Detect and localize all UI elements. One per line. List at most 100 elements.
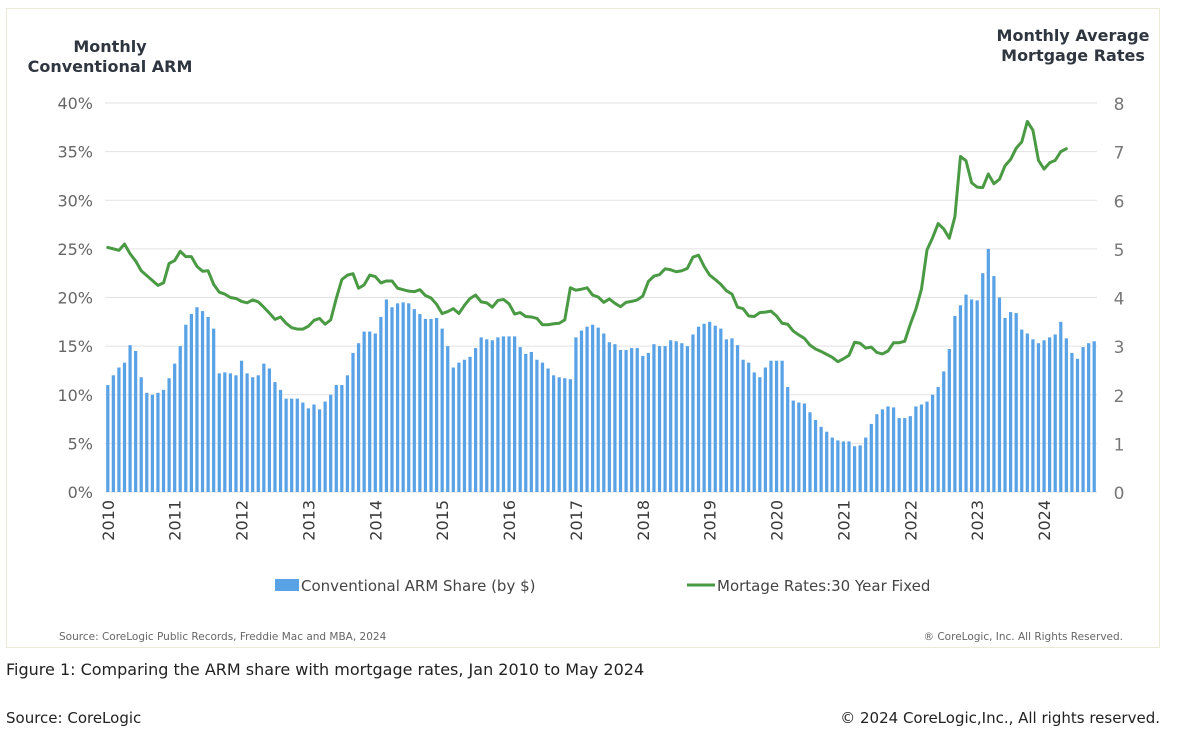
bar xyxy=(563,378,567,492)
bar xyxy=(306,408,311,492)
bar xyxy=(262,363,266,492)
x-axis-tick: 2012 xyxy=(233,500,252,541)
bar xyxy=(529,351,533,492)
right-axis-tick-label: 0 xyxy=(1114,484,1125,504)
chart-copyright-note: ® CoreLogic, Inc. All Rights Reserved. xyxy=(924,631,1123,643)
bar xyxy=(178,346,182,492)
left-axis-tick-label: 35% xyxy=(57,143,93,162)
bar xyxy=(591,324,595,492)
bar xyxy=(891,407,896,492)
bar xyxy=(106,385,110,492)
bar xyxy=(139,377,143,492)
bar xyxy=(440,328,444,492)
bar xyxy=(975,300,979,492)
bar xyxy=(953,315,957,492)
bar xyxy=(585,326,589,492)
bar xyxy=(340,385,344,492)
bar xyxy=(462,359,467,492)
bar xyxy=(903,418,907,492)
bar xyxy=(997,297,1002,492)
bar xyxy=(507,336,511,492)
bar xyxy=(730,338,734,492)
bar xyxy=(847,441,851,492)
bar xyxy=(128,345,132,492)
bar xyxy=(602,333,606,492)
left-axis-title-line2: Conventional ARM xyxy=(28,57,193,76)
footer-copyright: © 2024 CoreLogic,Inc., All rights reserv… xyxy=(840,709,1160,727)
x-axis-tick-label: 2018 xyxy=(634,500,653,541)
bar xyxy=(702,323,706,492)
x-axis-tick-label: 2017 xyxy=(567,500,586,541)
bar xyxy=(925,401,929,492)
bar xyxy=(395,303,400,492)
bar xyxy=(418,314,422,492)
bar xyxy=(356,343,361,492)
x-axis-tick: 2019 xyxy=(701,500,720,541)
bar xyxy=(256,375,260,492)
bar xyxy=(1048,337,1052,492)
bar xyxy=(490,340,494,492)
bar xyxy=(930,394,935,492)
bar xyxy=(473,348,478,492)
x-axis-tick: 2023 xyxy=(968,500,987,541)
x-axis-tick-label: 2010 xyxy=(99,500,118,541)
bar xyxy=(161,389,166,492)
right-axis-tick-label: 8 xyxy=(1114,95,1125,115)
bar xyxy=(852,446,857,492)
bar xyxy=(908,416,912,492)
bar xyxy=(1036,343,1041,492)
left-axis-tick-label: 15% xyxy=(57,337,93,356)
bar xyxy=(657,346,662,492)
bar xyxy=(407,303,411,492)
x-axis-tick-label: 2019 xyxy=(701,500,720,541)
x-axis-tick: 2018 xyxy=(634,500,653,541)
bar xyxy=(362,331,366,492)
bar xyxy=(741,359,745,492)
bar xyxy=(875,414,879,492)
bar xyxy=(451,367,455,492)
bar xyxy=(251,377,255,492)
bar xyxy=(150,394,154,492)
bar xyxy=(1014,313,1018,492)
bar xyxy=(1020,329,1024,492)
left-axis-tick-label: 20% xyxy=(57,289,93,308)
bar xyxy=(1064,338,1068,492)
x-axis-tick: 2015 xyxy=(433,500,452,541)
bar xyxy=(317,409,322,492)
bar xyxy=(351,352,355,492)
bar xyxy=(791,400,795,492)
bar xyxy=(836,440,840,492)
bar xyxy=(1075,358,1080,492)
bar xyxy=(1042,340,1046,492)
bar xyxy=(345,375,350,492)
bar xyxy=(156,392,160,492)
bar xyxy=(173,363,177,492)
chart-source-note: Source: CoreLogic Public Records, Freddi… xyxy=(59,631,387,643)
x-axis-tick: 2022 xyxy=(901,500,920,541)
left-axis-tick-label: 0% xyxy=(68,483,93,502)
bar xyxy=(184,324,188,492)
bar xyxy=(1059,321,1063,492)
bar xyxy=(518,347,522,492)
bar xyxy=(618,350,623,492)
x-axis-tick-label: 2015 xyxy=(433,500,452,541)
bar xyxy=(942,371,946,492)
bar xyxy=(524,353,528,492)
bar xyxy=(117,367,121,492)
bar xyxy=(290,398,294,492)
x-axis-tick-label: 2013 xyxy=(299,500,318,541)
bar xyxy=(825,431,829,492)
x-axis-tick-label: 2016 xyxy=(500,500,519,541)
bar xyxy=(691,334,695,492)
x-axis-tick-label: 2011 xyxy=(166,500,185,541)
bar xyxy=(212,328,216,492)
bar xyxy=(195,307,199,492)
bar xyxy=(535,359,539,492)
bar xyxy=(323,401,327,492)
bar xyxy=(223,372,227,492)
right-axis-tick-label: 5 xyxy=(1114,241,1125,261)
left-axis-tick-label: 25% xyxy=(57,240,93,259)
bar xyxy=(774,360,779,492)
bar xyxy=(546,368,550,492)
bar-series xyxy=(106,248,1096,492)
